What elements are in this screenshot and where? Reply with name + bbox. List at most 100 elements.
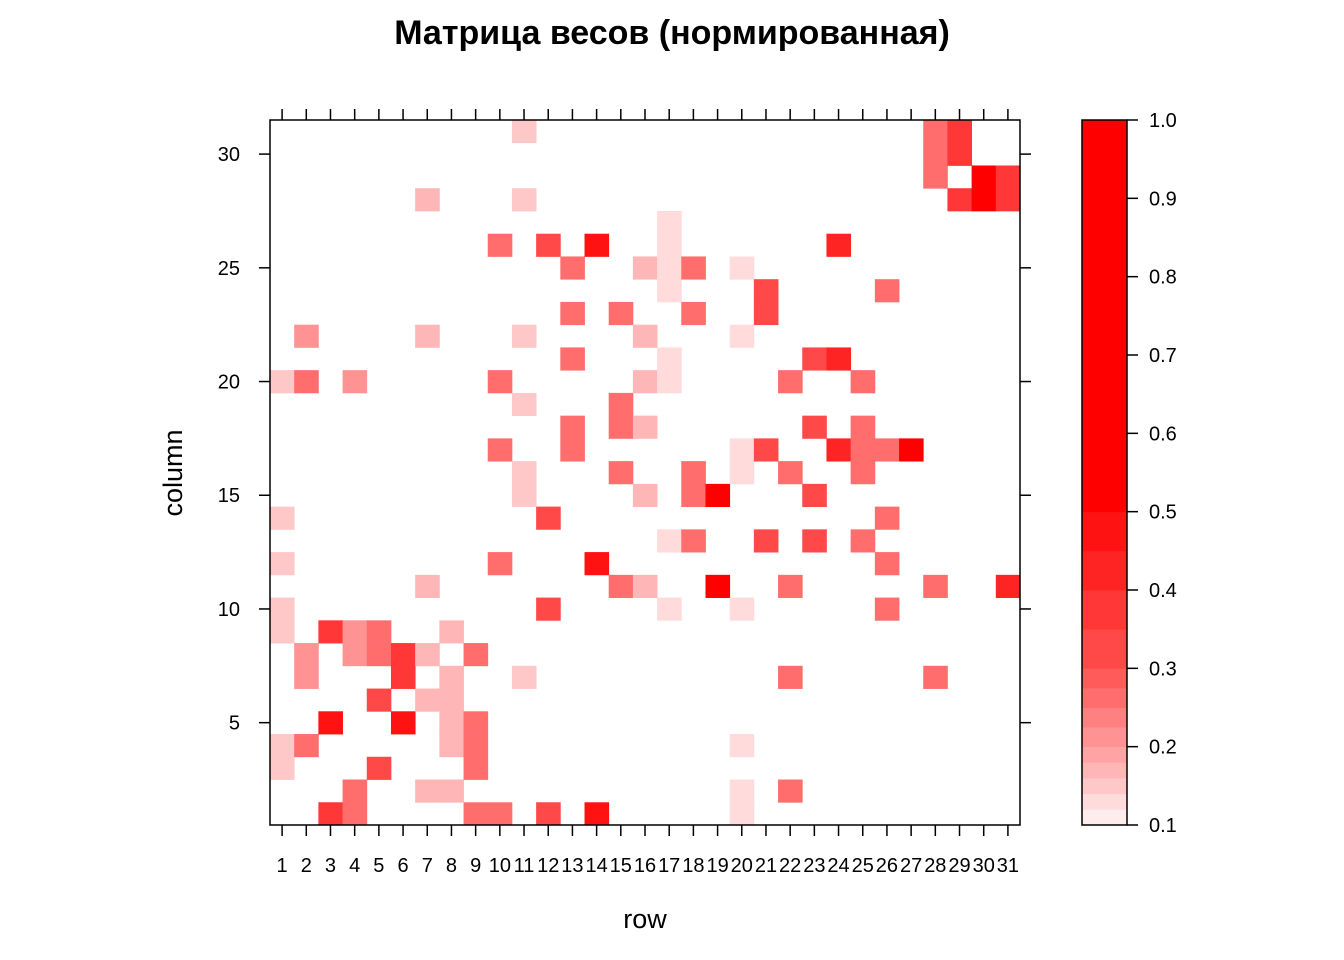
colorbar-segment	[1082, 707, 1127, 728]
heatmap-cell	[802, 347, 827, 371]
heatmap-cell	[947, 120, 973, 144]
heatmap-cell	[294, 324, 319, 348]
heatmap-cell	[415, 643, 440, 667]
heatmap-cell	[850, 370, 876, 394]
heatmap-cell	[270, 620, 295, 644]
colorbar-segment	[1082, 120, 1127, 513]
colorbar-tick-label: 0.4	[1149, 580, 1177, 602]
x-tick-label: 6	[398, 855, 409, 877]
heatmap-cell	[415, 324, 440, 348]
heatmap-cell	[632, 256, 658, 280]
heatmap-cell	[415, 779, 440, 803]
x-tick-label: 14	[585, 855, 607, 877]
heatmap-cell	[415, 188, 440, 212]
heatmap-cell	[366, 688, 392, 712]
heatmap-cell	[560, 301, 585, 326]
heatmap-cell	[511, 483, 537, 508]
heatmap-cell	[778, 779, 803, 803]
heatmap-cell	[608, 392, 634, 417]
colorbar-segment	[1082, 550, 1127, 591]
heatmap-cell	[657, 529, 682, 553]
x-tick-label: 5	[373, 855, 384, 877]
colorbar-segment	[1082, 746, 1127, 763]
heatmap-cell	[366, 620, 392, 644]
heatmap-cell	[632, 324, 658, 348]
heatmap-cell	[778, 461, 803, 485]
x-tick-label: 20	[731, 855, 753, 877]
heatmap-cells	[270, 120, 1021, 826]
heatmap-cell	[270, 370, 295, 394]
heatmap-cell	[608, 574, 634, 598]
heatmap-cell	[270, 506, 295, 530]
heatmap-cell	[923, 574, 948, 598]
heatmap-cell	[415, 688, 440, 712]
x-tick-label: 3	[325, 855, 336, 877]
heatmap-cell	[536, 506, 561, 530]
x-tick-label: 9	[470, 855, 481, 877]
plot-frame	[269, 119, 1021, 826]
colorbar-segment	[1082, 793, 1127, 810]
heatmap-cell	[874, 552, 900, 576]
heatmap-cell	[342, 620, 368, 644]
heatmap-cell	[753, 438, 779, 462]
x-axis-ticks: 1 2 3 4 5 6 7 8 9 10 11 12 13 14 15 16 17 18 19 20 21 22 23 24 2…	[277, 109, 1019, 877]
x-tick-label: 25	[852, 855, 874, 877]
x-tick-label: 1	[277, 855, 288, 877]
y-tick-label: 5	[229, 713, 240, 735]
heatmap-cell	[342, 779, 368, 803]
heatmap-cell	[971, 165, 997, 189]
colorbar-tick-label: 0.1	[1149, 815, 1177, 837]
heatmap-cell	[487, 370, 513, 394]
colorbar-tick-label: 0.9	[1149, 188, 1177, 210]
heatmap-cell	[681, 529, 706, 553]
x-tick-label: 16	[634, 855, 656, 877]
heatmap-cell	[294, 665, 319, 689]
heatmap-cell	[947, 188, 973, 212]
heatmap-cell	[947, 142, 973, 166]
heatmap-cell	[802, 415, 827, 439]
heatmap-cell	[318, 802, 343, 826]
heatmap-cell	[729, 734, 755, 758]
heatmap-cell	[657, 210, 682, 235]
heatmap-cell	[778, 370, 803, 394]
heatmap-cell	[439, 688, 464, 712]
heatmap-cell	[657, 597, 682, 621]
heatmap-cell	[729, 461, 755, 485]
heatmap-cell	[850, 461, 876, 485]
heatmap-cell	[439, 779, 464, 803]
heatmap-cell	[536, 802, 561, 826]
heatmap-cell	[390, 665, 416, 689]
x-tick-label: 17	[658, 855, 680, 877]
heatmap-cell	[657, 233, 682, 257]
heatmap-cell	[463, 756, 489, 780]
x-tick-label: 26	[876, 855, 898, 877]
heatmap-cell	[270, 734, 295, 758]
heatmap-cell	[729, 802, 755, 826]
heatmap-cell	[753, 529, 779, 553]
heatmap-cell	[802, 529, 827, 553]
heatmap-cell	[560, 256, 585, 280]
heatmap-cell	[850, 438, 876, 462]
heatmap-cell	[899, 438, 924, 462]
heatmap-cell	[511, 665, 537, 689]
heatmap-cell	[511, 120, 537, 144]
colorbar-segment	[1082, 687, 1127, 708]
x-axis-label: row	[623, 904, 667, 934]
x-tick-label: 24	[827, 855, 849, 877]
heatmap-cell	[487, 438, 513, 462]
heatmap-cell	[971, 188, 997, 212]
x-tick-label: 4	[349, 855, 360, 877]
heatmap-cell	[342, 370, 368, 394]
colorbar-tick-label: 0.7	[1149, 345, 1177, 367]
heatmap-cell	[439, 711, 464, 735]
heatmap-cell	[439, 665, 464, 689]
heatmap-cell	[439, 620, 464, 644]
heatmap-cell	[608, 301, 634, 326]
heatmap-cell	[318, 620, 343, 644]
heatmap-cell	[802, 483, 827, 508]
y-axis-ticks: 5 10 15 20 25 30	[218, 144, 1031, 735]
heatmap-cell	[560, 415, 585, 439]
heatmap-cell	[270, 597, 295, 621]
heatmap-cell	[366, 643, 392, 667]
heatmap-cell	[874, 597, 900, 621]
